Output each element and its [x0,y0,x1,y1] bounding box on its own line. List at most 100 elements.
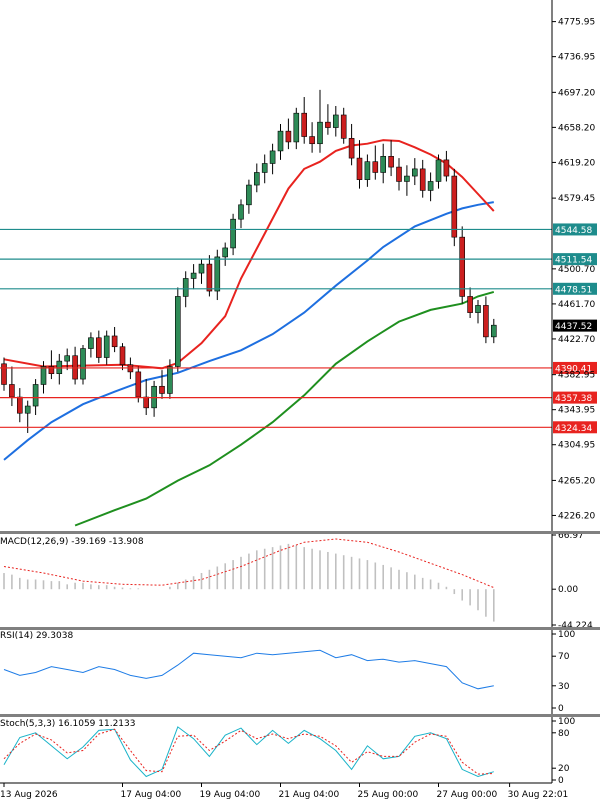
macd-axis: 66.97 0.00 -44.224 [552,531,593,631]
candle-body [309,136,315,145]
stochastic-panel[interactable]: Stoch(5,3,3) 16.1059 11.2133 100 80 20 0 [0,717,575,786]
candle-body [80,348,86,380]
time-tick-label: 19 Aug 04:00 [200,790,261,800]
candle-body [182,278,189,297]
support-level-label: 4357.38 [555,394,592,404]
candle-body [396,166,402,182]
resistance-level-label: 4478.51 [555,285,592,295]
support-level-tag [553,391,597,404]
support-level-label: 4390.41 [555,364,592,374]
price-tick-label: 4736.95 [558,53,595,63]
stoch-tick-label: 20 [558,764,570,774]
candle-body [222,247,228,258]
panel-separator [0,714,600,717]
candle-body [167,366,173,394]
rsi-tick-label: 70 [558,652,570,662]
price-tick-label: 4697.20 [558,88,595,98]
rsi-line-group [3,649,494,690]
price-tick-label: 4265.20 [558,476,595,486]
price-tick-label: 4461.70 [558,300,595,310]
candle-body [435,159,442,182]
candle-body [467,296,473,313]
resistance-level-tag [553,253,597,266]
panel-separator [0,531,600,534]
current-price-label: 4437.52 [555,322,592,332]
rsi-tick-label: 100 [558,630,575,640]
candle-body [380,156,387,173]
candle-body [419,168,426,191]
candle-body [475,305,481,313]
candle-body [404,175,410,182]
macd-histogram [3,543,495,622]
macd-tick-label: 66.97 [558,531,584,541]
candle-body [103,335,110,358]
panel-frames [0,0,600,784]
candle-body [277,130,284,152]
candle-body [411,168,418,177]
panel-separator [0,627,600,630]
candle-body [459,236,466,297]
candle-body [24,405,31,414]
ma-slow-line [74,290,495,527]
candle-body [348,138,355,159]
rsi-line [3,649,494,690]
support-resistance-levels: 4544.58 4511.54 4478.51 4390.41 4357.38 4324.… [0,223,597,434]
candle-body [198,263,205,274]
price-tick-label: 4304.95 [558,441,595,451]
price-tick-label: 4226.20 [558,511,595,521]
candle-body [372,161,379,173]
candle-body [261,163,268,173]
candle-body [356,157,363,180]
candle-body [175,296,181,367]
ma-slow-group [74,290,495,527]
macd-title: MACD(12,26,9) -39.169 -13.908 [0,537,144,547]
stoch-signal-line [3,728,494,775]
rsi-title: RSI(14) 29.3038 [0,631,73,641]
candle-body [301,112,308,137]
candlestick-series [1,89,497,433]
candle-body [325,121,331,128]
candle-body [111,335,118,348]
candle-body [88,337,94,349]
candle-body [293,112,300,143]
macd-panel[interactable]: MACD(12,26,9) -39.169 -13.908 66.97 0.00 -… [0,531,593,631]
resistance-level-label: 4544.58 [555,226,592,236]
price-tick-label: 4500.70 [558,265,595,275]
price-tick-label: 4775.95 [558,18,595,28]
candle-body [238,204,244,220]
candle-body [119,346,126,366]
stoch-main-line [3,726,494,778]
candle-body [317,121,323,145]
rsi-tick-label: 30 [558,682,570,692]
ma-mid-line [3,201,494,461]
price-tick-label: 4382.95 [558,371,595,381]
candle-body [332,114,339,128]
rsi-panel[interactable]: RSI(14) 29.3038 100 70 30 0 [0,630,575,714]
price-panel[interactable]: 4544.58 4511.54 4478.51 4390.41 4357.38 4324.… [0,18,597,527]
candle-body [135,371,142,398]
stoch-tick-label: 80 [558,729,570,739]
time-tick-label: 25 Aug 00:00 [358,790,419,800]
candle-body [483,305,489,338]
price-tick-label: 4343.95 [558,406,595,416]
candle-body [254,172,260,186]
time-tick-label: 13 Aug 2026 [0,790,58,800]
price-tick-label: 4422.70 [558,335,595,345]
candle-body [269,150,276,164]
time-tick-label: 27 Aug 00:00 [437,790,498,800]
candle-body [16,396,23,414]
rsi-tick-label: 0 [558,704,564,714]
candle-body [490,324,497,338]
price-tick-label: 4619.20 [558,158,595,168]
candle-body [451,175,458,238]
time-tick-label: 21 Aug 04:00 [279,790,340,800]
price-axis: 4775.95 4736.95 4697.20 4658.20 4619.20 4579.… [552,18,595,521]
candle-body [48,366,55,374]
resistance-level-tag [553,282,597,295]
candle-body [214,256,221,292]
candle-body [143,396,149,409]
stochastic-axis: 100 80 20 0 [552,717,575,786]
candle-body [40,366,47,385]
stochastic-lines-group [3,726,494,778]
